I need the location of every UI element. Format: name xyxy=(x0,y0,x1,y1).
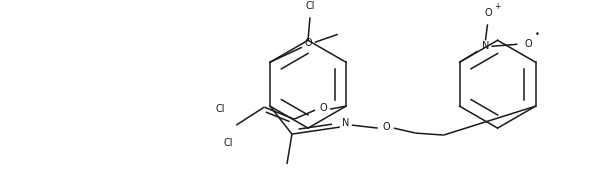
Text: O: O xyxy=(319,103,327,113)
Text: +: + xyxy=(494,2,500,11)
Text: O: O xyxy=(484,8,492,18)
Text: Cl: Cl xyxy=(223,138,233,148)
Text: N: N xyxy=(342,118,349,128)
Text: O: O xyxy=(524,39,532,49)
Text: N: N xyxy=(482,41,489,51)
Text: O: O xyxy=(304,38,312,48)
Text: Cl: Cl xyxy=(305,1,315,11)
Text: O: O xyxy=(383,122,391,132)
Text: •: • xyxy=(535,30,540,39)
Text: Cl: Cl xyxy=(216,104,225,114)
